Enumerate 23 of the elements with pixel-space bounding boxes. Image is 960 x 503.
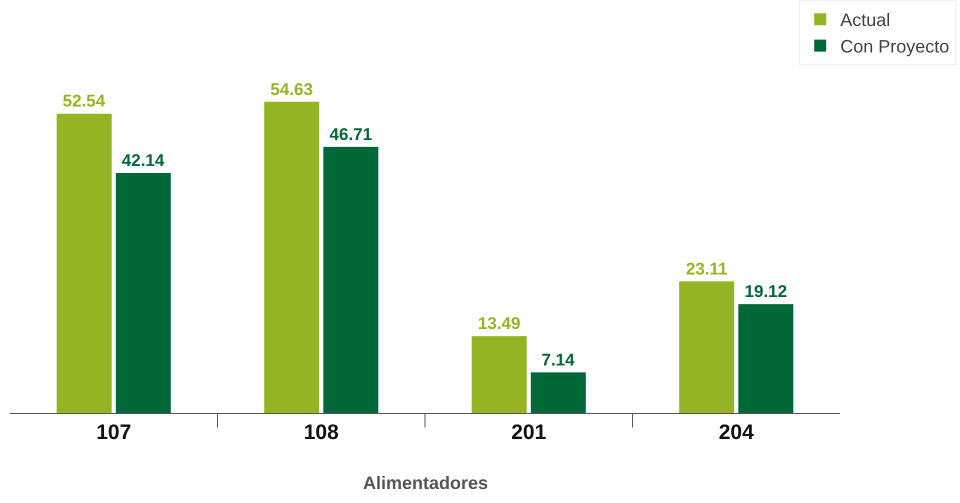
legend-label: Actual	[840, 10, 890, 30]
data-label: 42.14	[122, 150, 165, 170]
x-tick-label: 108	[304, 421, 340, 444]
bar	[323, 146, 378, 413]
bar	[264, 102, 320, 413]
data-label: 13.49	[478, 314, 520, 334]
x-axis-title: Alimentadores	[363, 473, 488, 493]
data-label: 23.11	[686, 259, 728, 278]
data-label: 46.71	[330, 124, 372, 144]
bar	[738, 304, 794, 413]
x-tick-label: 201	[511, 421, 547, 444]
x-tick-label: 107	[96, 421, 132, 444]
bar	[56, 114, 112, 413]
data-label: 19.12	[744, 282, 788, 302]
legend-label: Con Proyecto	[840, 36, 950, 57]
data-label: 52.54	[62, 92, 106, 111]
bar	[116, 172, 171, 413]
bar	[472, 336, 527, 413]
bar	[530, 372, 586, 413]
x-tick-label: 204	[718, 421, 754, 444]
data-label: 7.14	[542, 350, 576, 370]
bar	[679, 281, 734, 413]
data-label: 54.63	[270, 80, 313, 99]
